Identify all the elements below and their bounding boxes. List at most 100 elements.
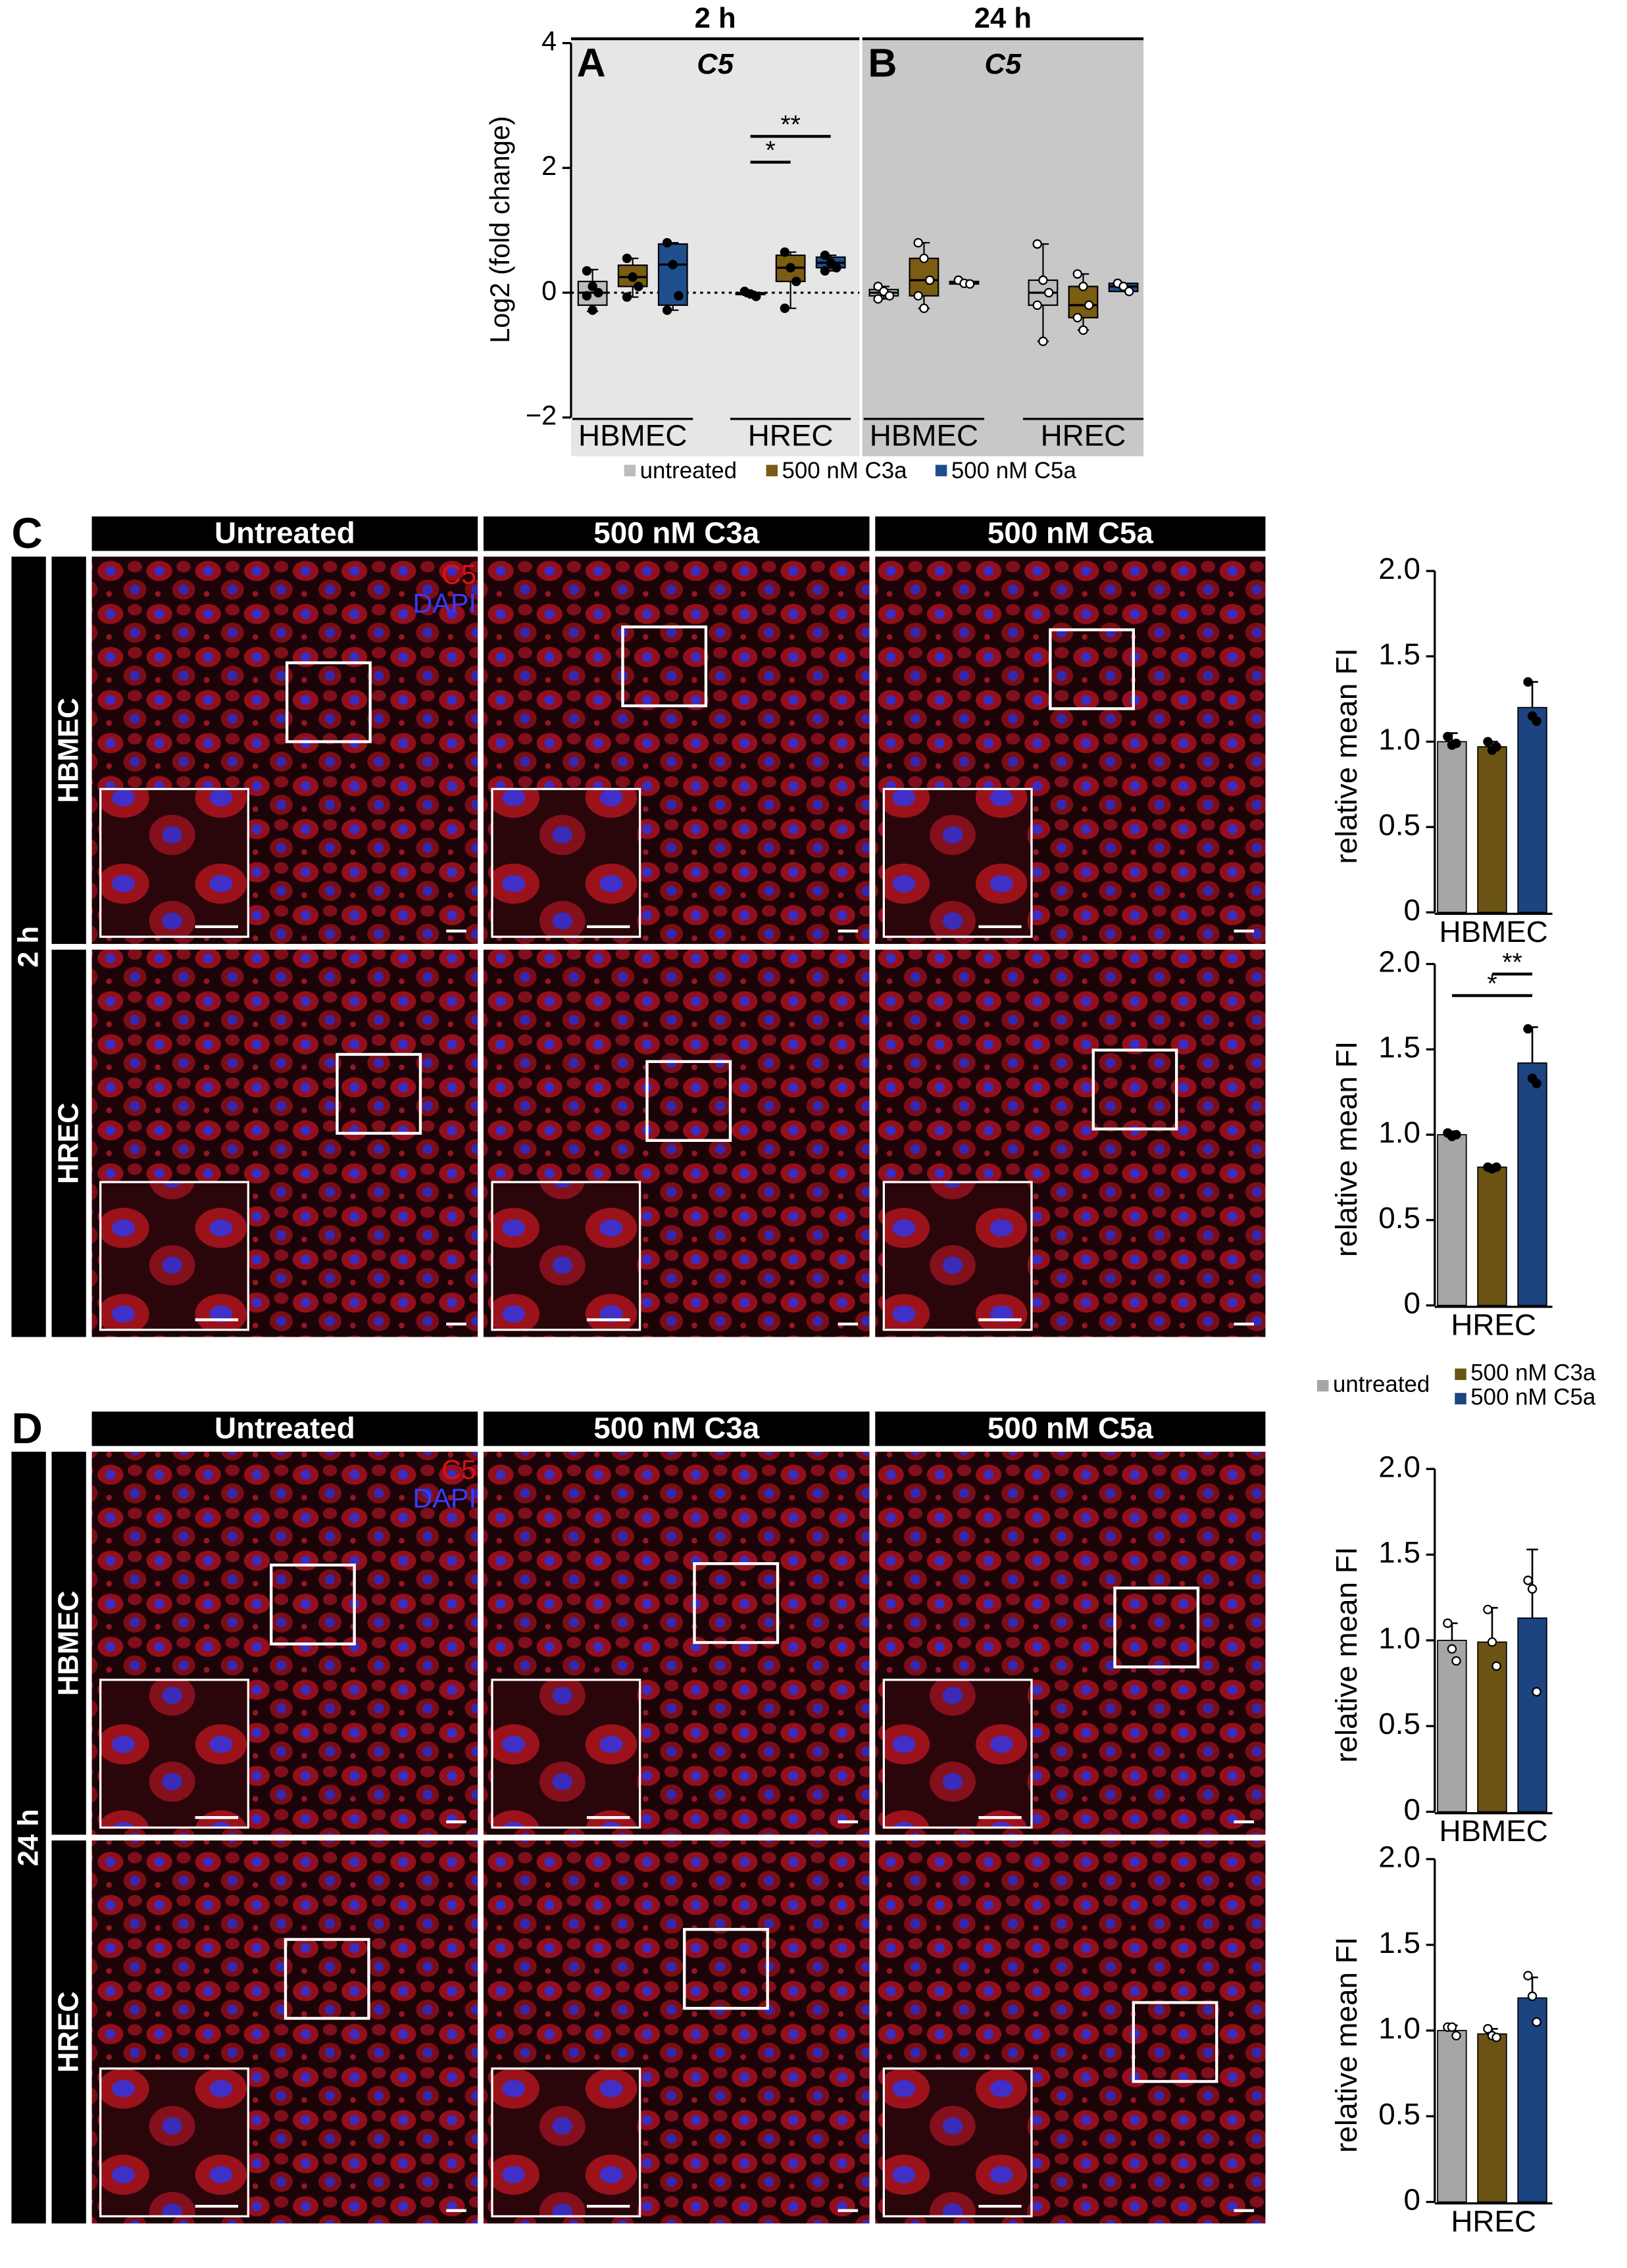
inset-image	[99, 787, 249, 938]
data-point	[1451, 1129, 1461, 1140]
x-axis-label: HBMEC	[1439, 915, 1548, 949]
y-tick-label: 2	[541, 150, 557, 181]
y-tick-label: 0.5	[1378, 1707, 1420, 1740]
data-point	[873, 282, 883, 291]
y-tick-label: 2.0	[1378, 945, 1420, 979]
bar	[1477, 746, 1507, 913]
bar	[1517, 1997, 1547, 2203]
data-point	[884, 291, 895, 301]
column-label: 500 nM C3a	[593, 516, 759, 550]
data-point	[1078, 325, 1088, 335]
data-point	[674, 291, 684, 301]
data-point	[1487, 1637, 1497, 1647]
row-label: HREC	[53, 1102, 84, 1184]
row-label: HBMEC	[53, 698, 84, 803]
bar	[1517, 1062, 1547, 1306]
micrograph	[483, 1452, 870, 1835]
data-point	[832, 262, 841, 273]
micrograph	[875, 1840, 1266, 2224]
micrograph	[483, 949, 870, 1337]
bar	[1477, 1166, 1507, 1306]
zoom-box	[693, 1562, 780, 1644]
y-tick-label: 1.5	[1378, 637, 1420, 671]
data-point	[1032, 239, 1042, 249]
micrograph	[91, 1452, 478, 1835]
y-axis-label: Log2 (fold change)	[484, 116, 515, 343]
zoom-box	[645, 1060, 732, 1142]
bar	[1517, 706, 1547, 913]
data-point	[873, 294, 883, 304]
legend-swatch	[1455, 1393, 1466, 1405]
micrograph	[91, 556, 478, 945]
row-band	[51, 1840, 86, 2224]
zoom-box	[336, 1052, 422, 1135]
group-label: HBMEC	[578, 418, 687, 452]
data-point	[1043, 287, 1054, 298]
data-point	[668, 260, 678, 270]
group-label: HREC	[1041, 418, 1126, 452]
legend-swatch	[624, 464, 636, 477]
data-point	[1491, 1661, 1501, 1671]
row-label: HBMEC	[53, 1590, 84, 1696]
column-label: Untreated	[214, 1411, 355, 1444]
micrograph	[875, 1452, 1266, 1835]
inset-image	[882, 787, 1033, 938]
data-point	[1523, 1971, 1533, 1981]
zoom-box	[284, 1938, 370, 2020]
column-header	[875, 1411, 1266, 1446]
data-point	[1491, 2033, 1501, 2042]
y-tick-label: 1.0	[1378, 1621, 1420, 1655]
y-tick-label: 0.5	[1378, 1201, 1420, 1235]
panel-label: B	[868, 41, 897, 86]
data-point	[582, 291, 592, 301]
group-label: HBMEC	[870, 418, 978, 452]
legend-label: 500 nM C5a	[951, 458, 1077, 483]
data-point	[1072, 312, 1082, 323]
y-tick-label: 0	[1403, 2183, 1420, 2217]
data-point	[1084, 300, 1094, 310]
inset-image	[882, 1181, 1033, 1331]
bar	[1477, 1641, 1507, 1813]
significance-label: **	[1502, 948, 1522, 977]
data-point	[1523, 677, 1533, 687]
legend-swatch	[766, 464, 778, 477]
y-axis-label: relative mean FI	[1330, 648, 1363, 864]
data-point	[582, 266, 592, 276]
legend-label: untreated	[640, 458, 737, 483]
row-band	[51, 556, 86, 945]
data-point	[786, 262, 795, 273]
y-tick-label: 1.5	[1378, 1536, 1420, 1569]
data-point	[1118, 282, 1128, 291]
legend-swatch	[935, 464, 947, 477]
row-band	[51, 949, 86, 1337]
y-tick-label: −2	[526, 400, 557, 431]
y-tick-label: 0	[1403, 1793, 1420, 1827]
column-header	[483, 1411, 870, 1446]
column-label: Untreated	[214, 516, 355, 550]
chart-title: 2 h	[695, 3, 736, 34]
significance-label: **	[780, 110, 801, 139]
legend-label: 500 nM C3a	[1470, 1360, 1596, 1385]
data-point	[791, 276, 801, 287]
y-tick-label: 1.0	[1378, 2011, 1420, 2045]
inset-image	[491, 2067, 641, 2218]
data-point	[1527, 1991, 1538, 2002]
data-point	[1451, 738, 1461, 749]
legend-label: untreated	[1333, 1371, 1430, 1397]
data-point	[780, 303, 790, 313]
column-label: 500 nM C5a	[988, 1411, 1153, 1444]
x-axis-label: HBMEC	[1439, 1814, 1548, 1848]
data-point	[913, 237, 923, 248]
data-point	[820, 250, 830, 260]
column-header	[91, 1411, 478, 1446]
data-point	[634, 282, 643, 291]
y-tick-label: 4	[541, 25, 557, 56]
data-point	[1532, 1079, 1541, 1089]
micrograph	[483, 1840, 870, 2224]
y-tick-label: 2.0	[1378, 552, 1420, 585]
y-tick-label: 1.5	[1378, 1926, 1420, 1960]
inset-image	[882, 1679, 1033, 1829]
panel-label: A	[577, 41, 606, 86]
channel-label: DAPI	[413, 1483, 476, 1514]
